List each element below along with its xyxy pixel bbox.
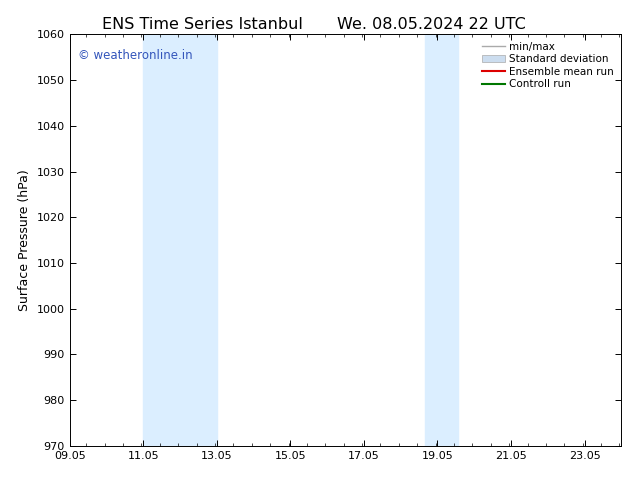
Bar — [143, 34, 217, 446]
Y-axis label: Surface Pressure (hPa): Surface Pressure (hPa) — [18, 169, 31, 311]
Text: ENS Time Series Istanbul: ENS Time Series Istanbul — [103, 17, 303, 32]
Legend: min/max, Standard deviation, Ensemble mean run, Controll run: min/max, Standard deviation, Ensemble me… — [480, 40, 616, 92]
Text: © weatheronline.in: © weatheronline.in — [78, 49, 193, 62]
Bar — [425, 34, 458, 446]
Text: We. 08.05.2024 22 UTC: We. 08.05.2024 22 UTC — [337, 17, 526, 32]
